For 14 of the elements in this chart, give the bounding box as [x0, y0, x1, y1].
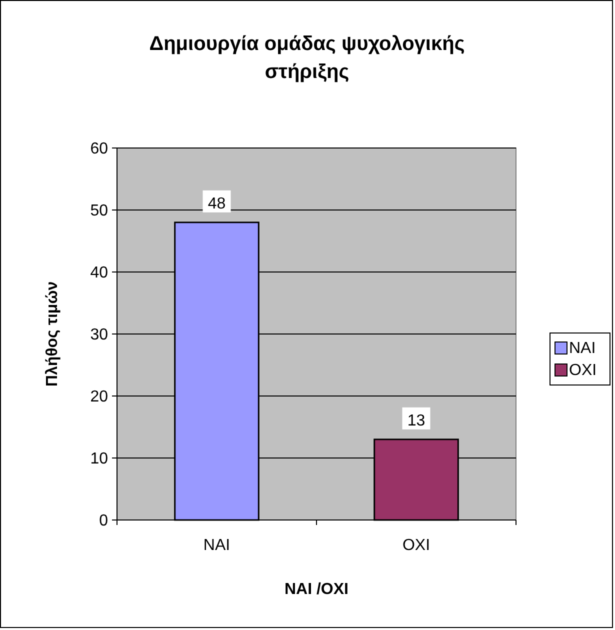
y-tick-label: 60 — [90, 140, 108, 158]
y-tick-label: 0 — [99, 512, 108, 530]
legend-label: OXI — [569, 362, 597, 379]
y-tick-label: 50 — [90, 202, 108, 220]
y-tick-label: 20 — [90, 388, 108, 406]
legend-label: NAI — [569, 340, 596, 357]
chart-title: Δημιουργία ομάδας ψυχολογικής στήριξης — [149, 33, 465, 83]
data-label: 13 — [407, 412, 426, 430]
data-label: 48 — [208, 195, 226, 212]
x-axis-title: NAI /OXI — [284, 581, 349, 598]
y-tick-label: 40 — [90, 264, 108, 282]
y-tick-label: 10 — [90, 450, 108, 468]
y-axis-title: Πλήθος τιμών — [44, 281, 61, 387]
y-tick-label: 30 — [90, 326, 108, 344]
